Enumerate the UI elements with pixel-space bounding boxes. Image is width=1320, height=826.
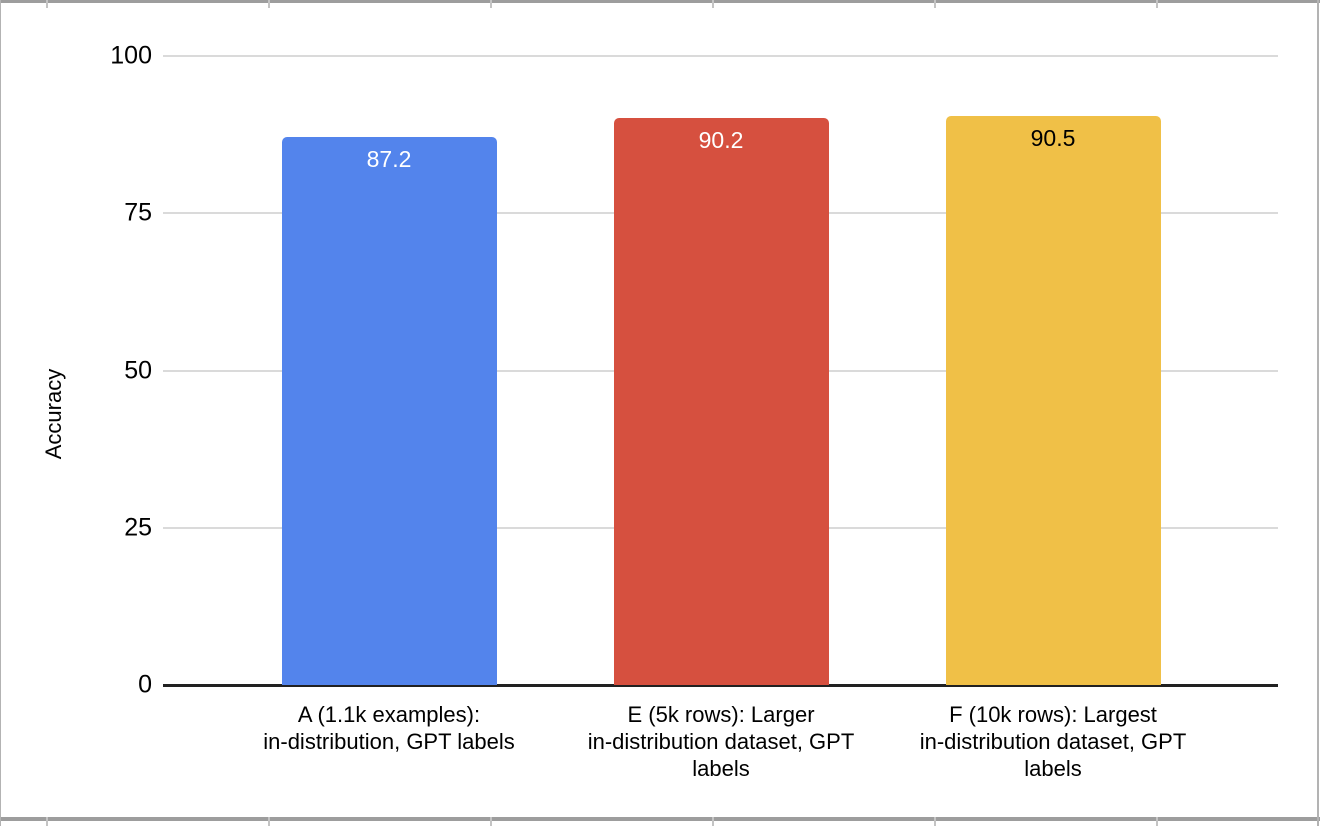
sheet-column-tick [712,817,714,826]
bar-3[interactable] [945,115,1161,685]
sheet-column-tick [46,817,48,826]
sheet-column-tick [268,817,270,826]
x-category-label-2: E (5k rows): Larger in-distribution data… [587,702,855,781]
y-tick-label-0: 0 [138,670,152,699]
x-category-label-1: A (1.1k examples): in-distribution, GPT … [263,702,515,754]
bar-value-label-3: 90.5 [1030,124,1076,151]
sheet-column-tick [490,817,492,826]
x-category-label-3: F (10k rows): Largest in-distribution da… [919,702,1187,781]
bar-value-label-2: 90.2 [698,126,744,153]
sheet-column-tick [934,0,936,8]
bar-value-label-1: 87.2 [366,145,412,172]
sheet-column-tick [46,0,48,8]
sheet-column-tick [490,0,492,8]
sheet-border-top [0,0,1320,3]
sheet-border-left [0,0,1,826]
sheet-column-tick [1156,0,1158,8]
x-axis-line [163,684,1278,687]
sheet-border-right [1317,0,1319,826]
sheet-column-tick [268,0,270,8]
sheet-column-tick [1156,817,1158,826]
y-tick-label-75: 75 [124,198,152,227]
y-tick-label-25: 25 [124,513,152,542]
bar-2[interactable] [613,117,829,685]
sheet-border-bottom [0,817,1320,821]
sheet-column-tick [712,0,714,8]
sheet-column-tick [934,817,936,826]
y-tick-label-100: 100 [110,41,152,70]
bar-1[interactable] [281,136,497,685]
gridline-100 [163,55,1278,57]
y-tick-label-50: 50 [124,356,152,384]
